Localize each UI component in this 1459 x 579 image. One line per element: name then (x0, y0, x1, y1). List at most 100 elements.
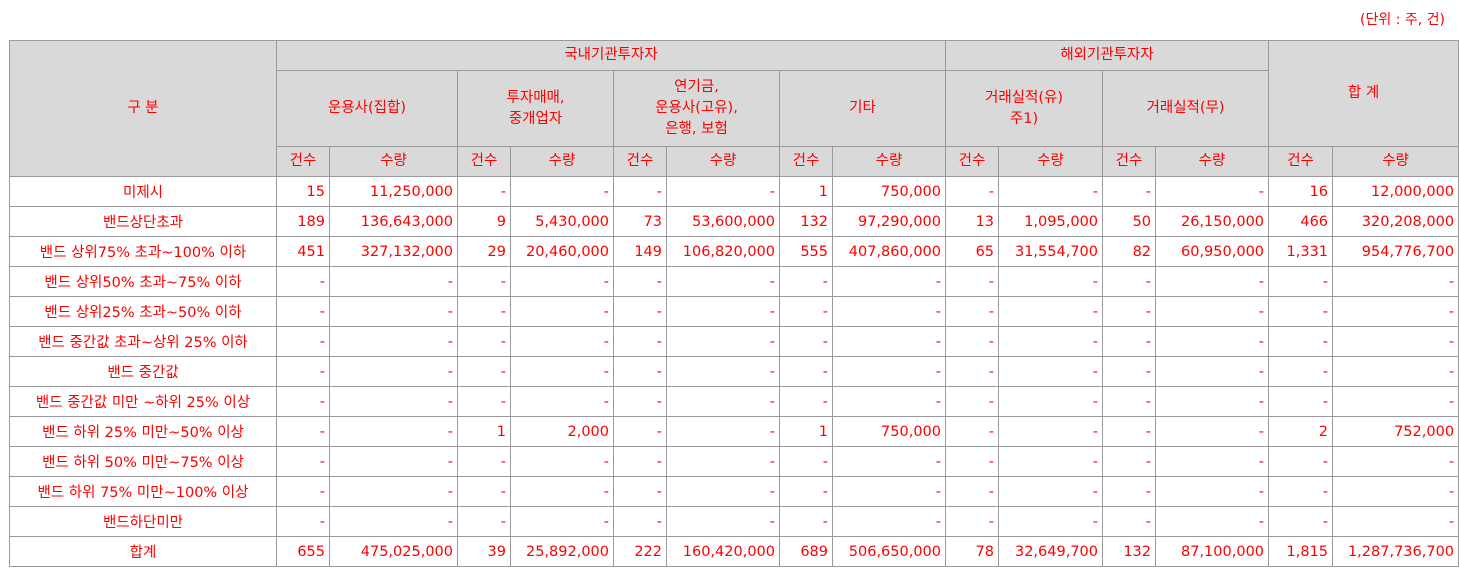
count-header: 건수 (1102, 146, 1157, 177)
quantity-cell: - (998, 326, 1104, 357)
quantity-cell: - (1332, 476, 1459, 507)
row-label: 합계 (9, 536, 277, 567)
quantity-cell: - (998, 386, 1104, 417)
quantity-cell: 475,025,000 (329, 536, 458, 567)
quantity-cell: 160,420,000 (666, 536, 780, 567)
count-cell: - (457, 296, 511, 327)
quantity-cell: - (1155, 266, 1270, 297)
domestic-institution-header: 국내기관투자자 (275, 40, 947, 71)
quantity-header: 수량 (998, 146, 1104, 177)
count-cell: - (779, 476, 833, 507)
count-cell: 555 (779, 236, 833, 267)
table-row: 밴드 상위50% 초과~75% 이하 - - - - - - - - - - - - - - (9, 266, 1459, 297)
count-cell: - (1102, 266, 1157, 297)
count-cell: - (945, 506, 1000, 537)
group-header-brokers: 투자매매, 중개업자 (457, 70, 614, 147)
count-cell: 16 (1268, 176, 1334, 207)
quantity-cell: - (329, 506, 458, 537)
count-cell: - (457, 476, 511, 507)
quantity-header: 수량 (510, 146, 614, 177)
quantity-cell: - (666, 416, 780, 447)
count-cell: - (457, 326, 511, 357)
foreign-institution-header: 해외기관투자자 (945, 40, 1270, 71)
count-cell: 50 (1102, 206, 1157, 237)
count-header: 건수 (457, 146, 511, 177)
quantity-cell: 750,000 (831, 416, 947, 447)
quantity-header: 수량 (831, 146, 947, 177)
quantity-cell: 53,600,000 (666, 206, 780, 237)
quantity-header: 수량 (1332, 146, 1459, 177)
quantity-cell: - (998, 356, 1104, 387)
quantity-cell: 25,892,000 (510, 536, 614, 567)
quantity-cell: - (831, 296, 947, 327)
table-row: 미제시 15 11,250,000- - - -1 750,000- - - -16 12,000,… (9, 176, 1459, 207)
quantity-cell: - (1155, 476, 1270, 507)
count-cell: 689 (779, 536, 833, 567)
row-label: 밴드 상위50% 초과~75% 이하 (9, 266, 277, 297)
quantity-cell: 106,820,000 (666, 236, 780, 267)
table-row: 합계 655 475,025,000 39 25,892,000 222 160,420,0… (9, 536, 1459, 567)
quantity-cell: - (329, 446, 458, 477)
count-cell: - (1268, 476, 1334, 507)
quantity-cell: 5,430,000 (510, 206, 614, 237)
quantity-cell: 87,100,000 (1155, 536, 1270, 567)
row-label: 밴드 중간값 미만 ~하위 25% 이상 (9, 386, 277, 417)
count-cell: - (276, 386, 330, 417)
row-label: 미제시 (9, 176, 277, 207)
count-cell: 451 (276, 236, 330, 267)
quantity-cell: - (1332, 326, 1459, 357)
count-header: 건수 (1268, 146, 1334, 177)
quantity-cell: - (666, 506, 780, 537)
count-cell: - (613, 296, 667, 327)
count-cell: 189 (276, 206, 330, 237)
quantity-cell: - (329, 266, 458, 297)
count-cell: 2 (1268, 416, 1334, 447)
quantity-header: 수량 (666, 146, 780, 177)
count-cell: 9 (457, 206, 511, 237)
count-cell: - (276, 296, 330, 327)
table-row: 밴드상단초과 189 136,643,000 9 5,430,000 73 53,600,0… (9, 206, 1459, 237)
count-cell: - (276, 266, 330, 297)
quantity-cell: 752,000 (1332, 416, 1459, 447)
quantity-cell: 327,132,000 (329, 236, 458, 267)
count-cell: 1 (779, 176, 833, 207)
count-cell: - (276, 416, 330, 447)
count-cell: - (945, 386, 1000, 417)
count-cell: - (457, 386, 511, 417)
count-cell: 1,815 (1268, 536, 1334, 567)
quantity-cell: 320,208,000 (1332, 206, 1459, 237)
quantity-cell: 2,000 (510, 416, 614, 447)
quantity-cell: - (510, 446, 614, 477)
quantity-cell: - (1155, 416, 1270, 447)
count-cell: 655 (276, 536, 330, 567)
total-header: 합 계 (1268, 40, 1459, 147)
quantity-cell: - (998, 506, 1104, 537)
count-cell: - (1268, 506, 1334, 537)
quantity-cell: - (1332, 356, 1459, 387)
count-cell: - (457, 176, 511, 207)
count-cell: - (613, 326, 667, 357)
count-cell: 1 (457, 416, 511, 447)
count-cell: - (945, 356, 1000, 387)
group-header-without-track-record: 거래실적(무) (1102, 70, 1270, 147)
quantity-cell: - (831, 326, 947, 357)
count-cell: - (276, 356, 330, 387)
count-cell: - (1268, 296, 1334, 327)
count-cell: - (1268, 266, 1334, 297)
table-body: 미제시 15 11,250,000- - - -1 750,000- - - -16 12,000,… (9, 176, 1459, 567)
quantity-cell: 407,860,000 (831, 236, 947, 267)
count-cell: 15 (276, 176, 330, 207)
row-label: 밴드 하위 50% 미만~75% 이상 (9, 446, 277, 477)
count-cell: - (779, 446, 833, 477)
quantity-cell: - (1155, 296, 1270, 327)
quantity-cell: - (666, 176, 780, 207)
count-cell: - (276, 476, 330, 507)
group-header-pension-banks: 연기금, 운용사(고유), 은행, 보험 (613, 70, 780, 147)
quantity-cell: 12,000,000 (1332, 176, 1459, 207)
quantity-cell: - (329, 416, 458, 447)
quantity-cell: - (666, 386, 780, 417)
count-header: 건수 (945, 146, 1000, 177)
table-row: 밴드 하위 75% 미만~100% 이상 - - - - - - - - - - - - - - (9, 476, 1459, 507)
count-header: 건수 (613, 146, 667, 177)
count-cell: - (457, 446, 511, 477)
